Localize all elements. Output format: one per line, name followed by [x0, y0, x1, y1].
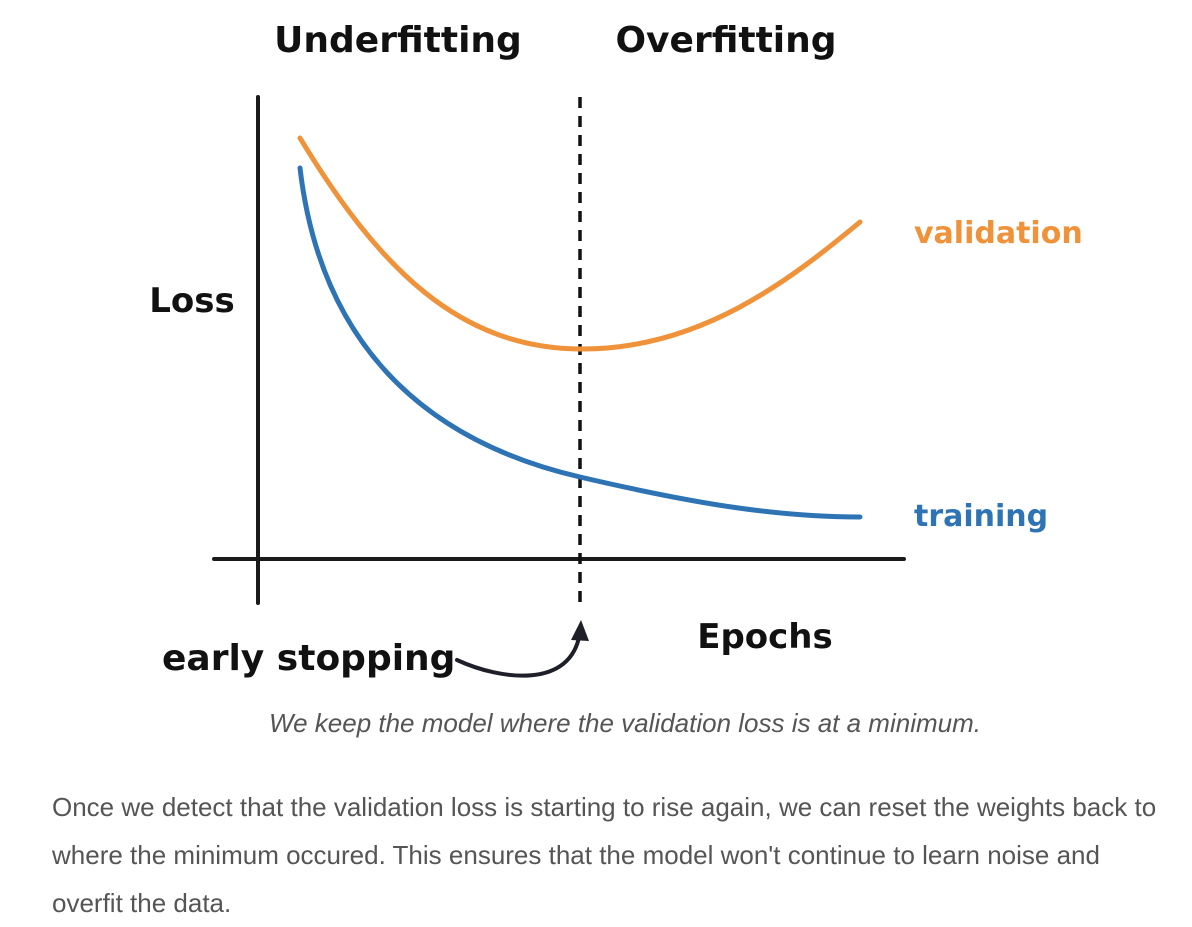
body-paragraph: Once we detect that the validation loss …: [52, 792, 1157, 918]
early-stopping-diagram: Underfitting Overfitting Loss Epochs val…: [149, 20, 1083, 679]
early-stopping-arrow: [455, 630, 582, 678]
figure-caption: We keep the model where the validation l…: [269, 708, 981, 738]
y-axis-label: Loss: [149, 281, 235, 321]
training-label: training: [914, 499, 1048, 534]
validation-curve: [297, 135, 863, 352]
training-curve: [297, 165, 863, 520]
validation-label: validation: [914, 216, 1083, 251]
early-stopping-label: early stopping: [162, 638, 455, 679]
arrowhead-icon: [571, 620, 589, 641]
underfitting-label: Underfitting: [274, 20, 522, 61]
overfitting-label: Overfitting: [615, 20, 836, 61]
x-axis-label: Epochs: [697, 617, 833, 657]
